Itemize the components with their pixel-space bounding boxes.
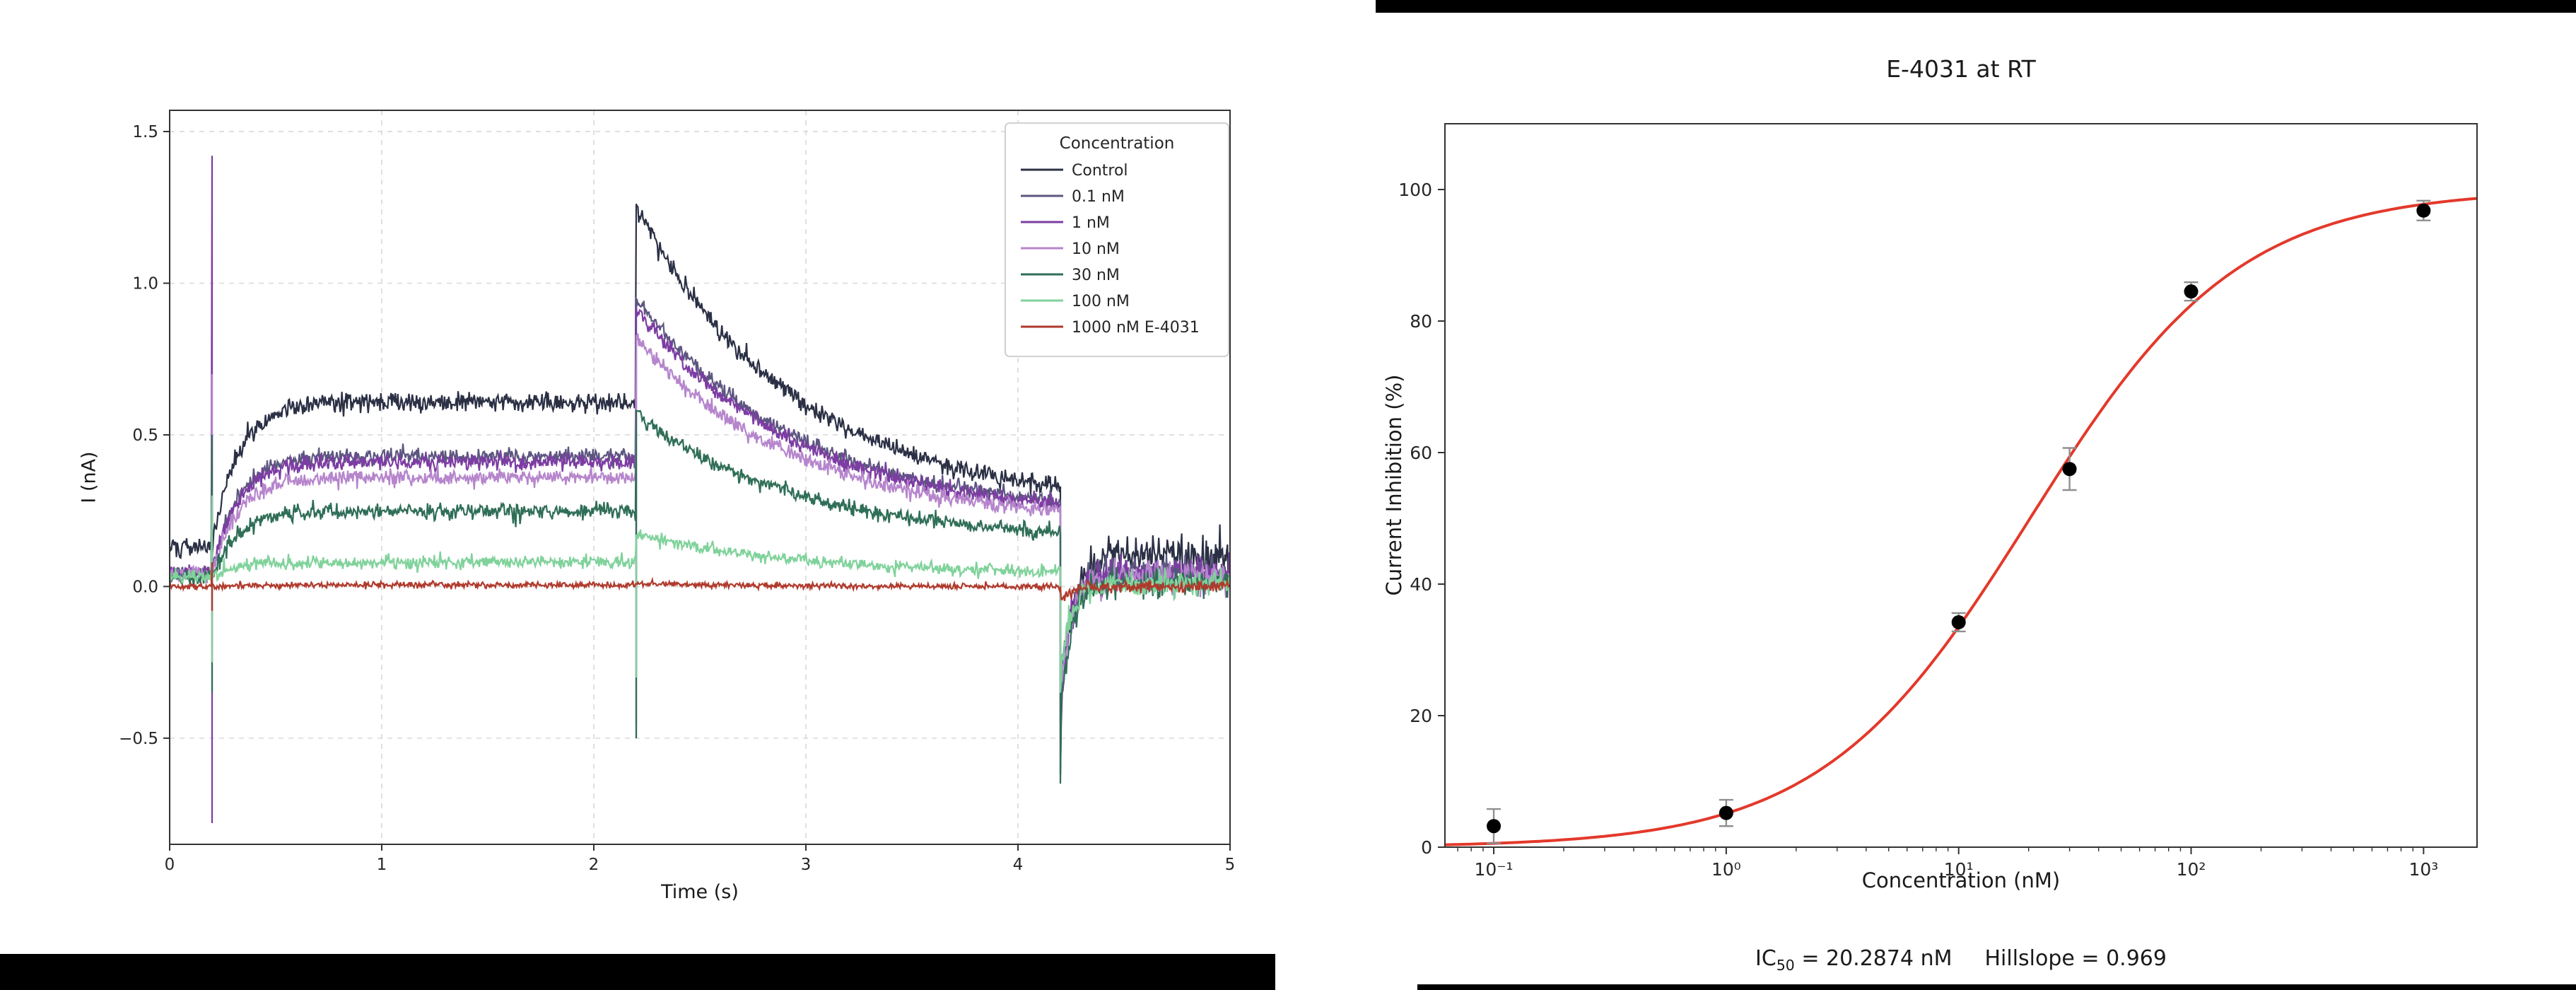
trace-series-4 xyxy=(170,409,1230,784)
svg-text:2: 2 xyxy=(589,856,599,874)
dose-response-title: E-4031 at RT xyxy=(1886,55,2036,83)
svg-text:20: 20 xyxy=(1410,706,1432,726)
data-point-0 xyxy=(1487,819,1501,834)
svg-text:−0.5: −0.5 xyxy=(119,730,158,748)
svg-text:0: 0 xyxy=(1421,837,1432,858)
hillslope-value: Hillslope = 0.969 xyxy=(1984,946,2167,971)
svg-text:60: 60 xyxy=(1410,443,1432,463)
legend-label-4: 30 nM xyxy=(1072,267,1120,284)
data-point-1 xyxy=(1719,805,1733,820)
data-point-2 xyxy=(1951,615,1966,629)
legend-title: Concentration xyxy=(1060,134,1175,153)
svg-text:1: 1 xyxy=(377,856,387,874)
svg-text:5: 5 xyxy=(1225,856,1236,874)
svg-text:3: 3 xyxy=(801,856,812,874)
data-point-3 xyxy=(2062,462,2077,477)
trace-axes-box xyxy=(169,110,1231,845)
redaction-bar-top-right xyxy=(1376,0,2576,13)
trace-series-group xyxy=(170,156,1230,823)
dose-response-xaxis-label: Concentration (nM) xyxy=(1861,868,2061,892)
trace-series-0 xyxy=(170,204,1230,775)
redaction-bar-bottom-right xyxy=(1417,984,2576,990)
svg-text:80: 80 xyxy=(1410,311,1432,332)
redaction-bar-bottom-left xyxy=(0,954,1275,990)
svg-text:10¹: 10¹ xyxy=(1944,859,1974,880)
legend-label-6: 1000 nM E-4031 xyxy=(1072,319,1200,337)
dose-response-yaxis-label: Current Inhibition (%) xyxy=(1382,374,1406,596)
trace-xaxis-label: Time (s) xyxy=(661,881,739,903)
svg-text:4: 4 xyxy=(1013,856,1024,874)
legend-label-1: 0.1 nM xyxy=(1072,188,1125,206)
ic50-label: IC xyxy=(1755,946,1776,971)
ic50-value: = 20.2874 nM xyxy=(1794,946,1953,971)
trace-series-6 xyxy=(170,562,1230,611)
data-point-5 xyxy=(2416,203,2431,218)
svg-text:10³: 10³ xyxy=(2408,859,2438,880)
ic50-subscript: 50 xyxy=(1776,957,1795,974)
legend-label-2: 1 nM xyxy=(1072,214,1110,232)
svg-text:0.0: 0.0 xyxy=(132,578,158,596)
legend-label-3: 10 nM xyxy=(1072,240,1120,258)
ic50-annotation: IC50 = 20.2874 nM Hillslope = 0.969 xyxy=(1445,946,2477,974)
svg-text:10⁻¹: 10⁻¹ xyxy=(1475,859,1514,880)
data-points-group xyxy=(1487,199,2431,844)
trace-legend: Concentration Control 0.1 nM 1 nM 10 nM 30 nM… xyxy=(1005,122,1229,357)
svg-text:40: 40 xyxy=(1410,574,1432,595)
legend-box xyxy=(1005,122,1229,357)
dose-ticks: 10⁻¹ 10⁰ 10¹ 10² 10³ 0 20 40 60 80 100 xyxy=(1398,180,2438,880)
legend-label-5: 100 nM xyxy=(1072,293,1130,310)
svg-text:1.5: 1.5 xyxy=(132,123,158,141)
svg-text:0: 0 xyxy=(165,856,175,874)
svg-text:10⁰: 10⁰ xyxy=(1711,859,1741,880)
svg-text:0.5: 0.5 xyxy=(132,426,158,445)
svg-text:10²: 10² xyxy=(2177,859,2206,880)
trace-yaxis-label: I (nA) xyxy=(78,451,100,503)
data-point-4 xyxy=(2184,284,2199,299)
dose-axes-box xyxy=(1444,123,2478,848)
trace-ticks: 0 1 2 3 4 5 −0.5 0.0 0.5 1.0 1.5 xyxy=(119,123,1235,874)
trace-series-2 xyxy=(170,156,1230,823)
svg-text:1.0: 1.0 xyxy=(132,274,158,293)
legend-label-0: Control xyxy=(1072,162,1128,180)
svg-text:100: 100 xyxy=(1398,180,1432,200)
trace-series-5 xyxy=(170,495,1230,693)
trace-series-3 xyxy=(170,333,1230,723)
trace-chart: 0 1 2 3 4 5 −0.5 0.0 0.5 1.0 1.5 Concentration Contr… xyxy=(119,110,1235,874)
dose-response-chart: 10⁻¹ 10⁰ 10¹ 10² 10³ 0 20 40 60 80 100 xyxy=(1398,123,2478,880)
